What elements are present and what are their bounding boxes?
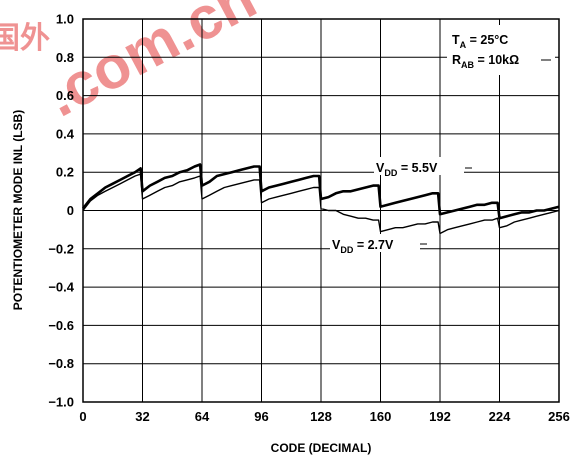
series-layer — [81, 163, 560, 235]
x-axis-title: CODE (DECIMAL) — [271, 441, 372, 455]
y-tick-label: −0.4 — [48, 280, 74, 295]
y-tick-label: 0.8 — [56, 50, 74, 65]
vdd27-label-bg — [330, 234, 420, 252]
watermark-glyphs: 国外 — [0, 22, 50, 55]
y-tick-label: −1.0 — [48, 395, 74, 410]
y-tick-labels: 1.0 0.8 0.6 0.4 0.2 0 −0.2 −0.4 −0.6 −0.8 −1.0 — [48, 12, 74, 410]
y-tick-label: −0.8 — [48, 356, 74, 371]
x-tick-label: 64 — [195, 409, 210, 424]
annotation-temperature: TA = 25°C — [452, 33, 508, 50]
y-tick-label: 0.6 — [56, 88, 74, 103]
y-tick-label: 0.2 — [56, 165, 74, 180]
x-tick-label: 128 — [310, 409, 332, 424]
y-tick-label: 0 — [67, 203, 74, 218]
vdd55-label-bg — [374, 157, 464, 175]
series-line-vdd27 — [82, 173, 560, 235]
x-tick-label: 256 — [548, 409, 570, 424]
x-tick-label: 192 — [429, 409, 451, 424]
x-tick-labels: 0 32 64 96 128 160 192 224 256 — [79, 409, 569, 424]
x-tick-label: 0 — [79, 409, 86, 424]
y-tick-label: −0.6 — [48, 318, 74, 333]
x-tick-label: 32 — [135, 409, 149, 424]
y-tick-label: 0.4 — [56, 126, 75, 141]
x-tick-label: 160 — [370, 409, 392, 424]
x-tick-label: 224 — [489, 409, 511, 424]
x-tick-label: 96 — [254, 409, 268, 424]
y-tick-label: −0.2 — [48, 241, 74, 256]
y-axis-title: POTENTIOMETER MODE INL (LSB) — [11, 110, 25, 310]
annotation-resistance: RAB = 10kΩ — [452, 53, 519, 70]
y-tick-label: 1.0 — [56, 12, 74, 27]
series-label-vdd-2v7: VDD = 2.7V — [332, 238, 394, 255]
series-line-vdd55 — [81, 163, 560, 220]
plot-frame — [82, 18, 560, 403]
series-label-vdd-5v5: VDD = 5.5V — [376, 161, 438, 178]
conditions-box — [447, 25, 555, 75]
